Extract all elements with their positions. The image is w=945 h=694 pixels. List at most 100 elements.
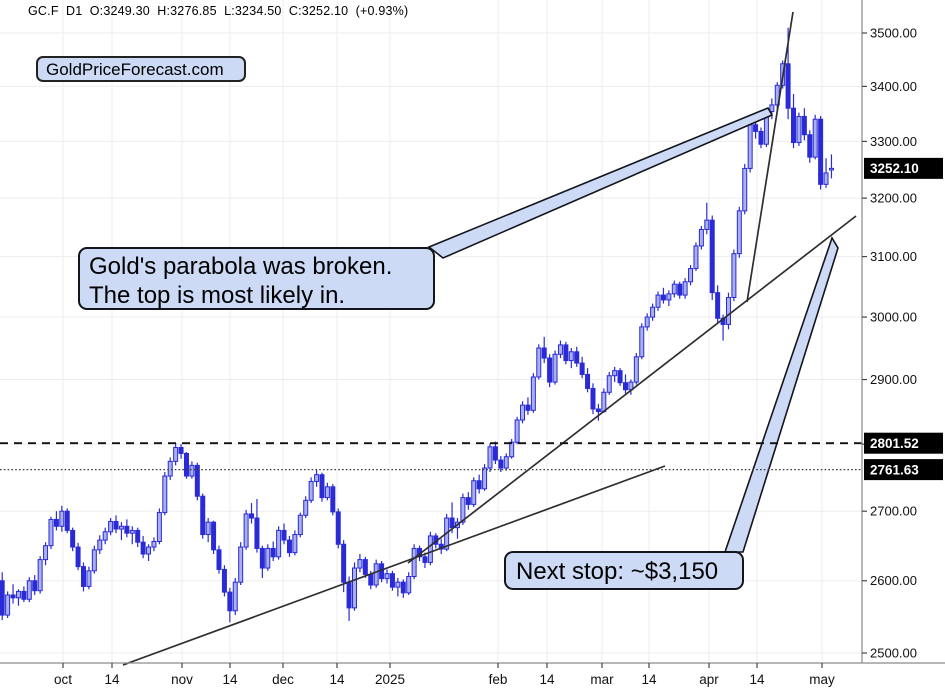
candle bbox=[48, 516, 54, 550]
annotation-parabola-line2: The top is most likely in. bbox=[89, 282, 346, 309]
candle-body-down bbox=[422, 556, 428, 563]
annotation-next-stop-text: Next stop: ~$3,150 bbox=[516, 558, 719, 585]
candle bbox=[731, 249, 737, 302]
candle bbox=[492, 441, 498, 465]
candle bbox=[509, 438, 515, 459]
candle bbox=[791, 94, 797, 149]
ohlc-readout: GC.F D1 O:3249.30 H:3276.85 L:3234.50 C:… bbox=[28, 4, 409, 18]
x-tick-label: 14 bbox=[104, 672, 120, 687]
candle bbox=[715, 285, 721, 324]
candle-body-up bbox=[682, 281, 688, 296]
x-tick-label: 14 bbox=[641, 672, 657, 687]
candle bbox=[178, 444, 184, 459]
candle-body-down bbox=[574, 351, 580, 364]
x-tick-label: oct bbox=[54, 672, 72, 687]
candle-body-down bbox=[753, 124, 759, 132]
candle-body-down bbox=[449, 517, 455, 529]
candle-body-up bbox=[725, 297, 731, 325]
candle bbox=[43, 542, 49, 566]
candle-body-up bbox=[644, 316, 650, 328]
candle bbox=[118, 522, 124, 541]
candle-body-up bbox=[26, 580, 32, 600]
candle bbox=[32, 575, 38, 595]
candle bbox=[319, 472, 325, 502]
candle-body-down bbox=[254, 517, 260, 549]
candle bbox=[140, 535, 146, 559]
candle bbox=[639, 323, 645, 360]
candle-body-up bbox=[671, 283, 677, 295]
candle-body-up bbox=[666, 293, 672, 301]
candle bbox=[590, 383, 596, 415]
candle bbox=[617, 368, 623, 386]
candle-body-up bbox=[189, 464, 195, 477]
candle bbox=[259, 545, 265, 578]
candle bbox=[286, 535, 292, 557]
candle bbox=[189, 461, 195, 479]
candle-body-up bbox=[482, 467, 488, 490]
candle bbox=[108, 518, 114, 536]
candle-body-up bbox=[503, 456, 509, 469]
candle-body-up bbox=[536, 347, 542, 378]
candle-body-down bbox=[715, 292, 721, 319]
candle-body-up bbox=[205, 521, 211, 536]
candle bbox=[823, 158, 829, 188]
candle bbox=[162, 472, 168, 516]
candle-body-up bbox=[37, 559, 43, 592]
y-tick-label: 3200.00 bbox=[870, 191, 917, 206]
candle bbox=[503, 453, 509, 471]
candle bbox=[135, 527, 141, 548]
candle-body-up bbox=[395, 581, 401, 588]
candle bbox=[303, 496, 309, 519]
x-tick-label: mar bbox=[590, 672, 614, 687]
candle bbox=[292, 530, 298, 556]
y-tick-label: 3000.00 bbox=[870, 310, 917, 325]
candle-body-up bbox=[156, 512, 162, 542]
candle bbox=[194, 462, 200, 501]
candle bbox=[151, 537, 157, 552]
candle bbox=[406, 572, 412, 595]
candle-body-up bbox=[606, 375, 612, 393]
annotation-next-stop-box: Next stop: ~$3,150 bbox=[504, 551, 744, 590]
candle bbox=[15, 589, 21, 606]
x-tick-label: 14 bbox=[329, 672, 345, 687]
candle bbox=[612, 366, 618, 383]
candle bbox=[243, 509, 249, 550]
candle bbox=[10, 584, 16, 604]
candle-body-up bbox=[688, 268, 694, 283]
candle-body-up bbox=[162, 475, 168, 514]
candle-body-up bbox=[151, 540, 157, 548]
candle-body-down bbox=[319, 474, 325, 499]
parabola-final-leg bbox=[746, 11, 794, 303]
candle-body-up bbox=[698, 228, 704, 247]
price-tag-label: 2801.52 bbox=[870, 436, 919, 451]
annotation-parabola-line1: Gold's parabola was broken. bbox=[89, 253, 393, 280]
candle bbox=[828, 154, 834, 179]
candle bbox=[487, 443, 493, 473]
candle-body-up bbox=[812, 118, 818, 158]
candle bbox=[557, 340, 563, 359]
candle-body-up bbox=[102, 531, 108, 541]
candle bbox=[91, 545, 97, 574]
candle bbox=[623, 374, 628, 394]
candle-body-up bbox=[704, 219, 710, 230]
candle bbox=[655, 291, 661, 311]
candle-body-up bbox=[129, 529, 135, 534]
candle bbox=[650, 303, 656, 321]
candle-body-down bbox=[541, 347, 547, 359]
candle bbox=[574, 346, 580, 367]
candle-body-down bbox=[135, 529, 141, 543]
price-tag-box bbox=[864, 157, 943, 179]
candle-body-up bbox=[297, 514, 303, 536]
candle-body-up bbox=[557, 344, 563, 355]
x-tick-label: 14 bbox=[749, 672, 765, 687]
candle bbox=[124, 519, 130, 538]
y-axis-labels: 3500.00 3400.00 3300.00 3200.00 3100.00 3000.… bbox=[862, 26, 917, 661]
candle bbox=[818, 115, 824, 190]
candle-body-up bbox=[731, 253, 737, 299]
candle bbox=[238, 542, 244, 586]
candle-body-down bbox=[400, 581, 406, 594]
candle-body-up bbox=[108, 520, 114, 533]
candle-body-down bbox=[259, 547, 265, 569]
candle bbox=[633, 353, 639, 385]
candle bbox=[520, 401, 526, 424]
